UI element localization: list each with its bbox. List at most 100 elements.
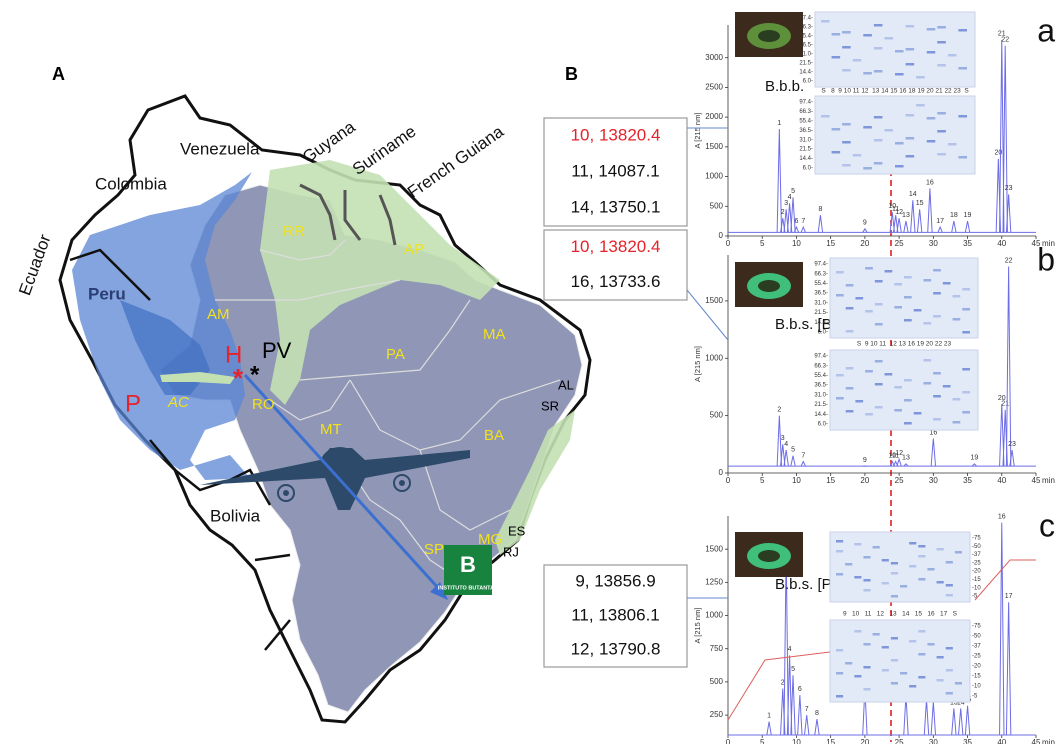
gel-band bbox=[836, 271, 844, 274]
panel-tag: b bbox=[1037, 241, 1055, 277]
gel-marker: -20 bbox=[972, 664, 981, 670]
gel-marker: 36.5- bbox=[814, 291, 828, 297]
gel-band bbox=[927, 643, 934, 646]
mass-value: 16, 13733.6 bbox=[571, 272, 661, 291]
peak-label: 22 bbox=[1005, 257, 1013, 264]
gel-marker: 31.0- bbox=[799, 137, 813, 143]
gel-band bbox=[836, 374, 844, 377]
gel-band bbox=[882, 669, 889, 672]
panel-label: A bbox=[52, 64, 65, 84]
chromatograms: 0500100015002000250030000510152025303540… bbox=[544, 12, 1055, 744]
mass-value: 11, 13806.1 bbox=[571, 605, 660, 624]
y-tick-label: 0 bbox=[719, 231, 724, 240]
x-tick-label: 25 bbox=[895, 738, 904, 744]
y-tick-label: 2000 bbox=[705, 112, 723, 121]
gel-band bbox=[933, 315, 941, 318]
peak-label: 5 bbox=[791, 447, 795, 454]
gel-marker: 14.4- bbox=[799, 156, 813, 162]
x-tick-label: 25 bbox=[895, 239, 904, 248]
gel-band bbox=[937, 26, 946, 29]
gel-marker: 97.4- bbox=[814, 354, 828, 360]
gel-band bbox=[914, 412, 922, 415]
gel-band bbox=[855, 297, 863, 300]
gel-band bbox=[906, 48, 915, 51]
gel-marker: -75 bbox=[972, 624, 981, 630]
peak bbox=[931, 439, 935, 467]
gel-band bbox=[863, 643, 870, 646]
gel-band bbox=[958, 115, 967, 118]
peak-label: 7 bbox=[801, 218, 805, 225]
institute-label: INSTITUTO BUTANTAN bbox=[438, 585, 498, 591]
mass-value: 10, 13820.4 bbox=[571, 237, 661, 256]
gel-band bbox=[946, 692, 953, 695]
gel-band bbox=[874, 47, 883, 50]
y-tick-label: 500 bbox=[710, 411, 724, 420]
y-tick-label: 1000 bbox=[705, 611, 723, 620]
country-label: French Guiana bbox=[404, 122, 507, 202]
x-tick-label: 40 bbox=[997, 738, 1006, 744]
gel-band bbox=[946, 594, 953, 597]
snake-coil bbox=[758, 30, 780, 42]
gel-marker: -15 bbox=[972, 674, 981, 680]
x-tick-label: 15 bbox=[826, 239, 835, 248]
gel-band bbox=[953, 295, 961, 298]
peak-label: 23 bbox=[1008, 441, 1016, 448]
gel-band bbox=[906, 114, 915, 117]
country-label: Venezuela bbox=[180, 139, 260, 158]
site-marker: * bbox=[250, 361, 260, 388]
x-tick-label: 15 bbox=[826, 476, 835, 485]
gel-band bbox=[832, 56, 841, 59]
state-label: AC bbox=[167, 394, 189, 411]
site-label: P bbox=[125, 390, 141, 417]
country-label: Peru bbox=[88, 284, 126, 303]
x-tick-label: 5 bbox=[760, 738, 765, 744]
peak-label: 2 bbox=[777, 406, 781, 413]
gel-marker: 31.0- bbox=[799, 52, 813, 58]
gel-band bbox=[885, 373, 893, 376]
gel-band bbox=[909, 565, 916, 568]
gel-band bbox=[882, 646, 889, 649]
gel-band bbox=[891, 637, 898, 640]
gel-band bbox=[946, 584, 953, 587]
x-tick-label: 5 bbox=[760, 239, 765, 248]
y-tick-label: 1500 bbox=[705, 296, 723, 305]
y-tick-label: 500 bbox=[710, 201, 724, 210]
gel-marker: -37 bbox=[972, 552, 981, 558]
gel-band bbox=[937, 130, 946, 133]
gel-band bbox=[937, 153, 946, 156]
gel-band bbox=[875, 360, 883, 363]
gel-band bbox=[865, 267, 873, 270]
gel-band bbox=[846, 367, 854, 370]
gel-marker: -50 bbox=[972, 634, 981, 640]
mass-value: 10, 13820.4 bbox=[571, 125, 661, 144]
gel-band bbox=[918, 555, 925, 558]
peak-label: 22 bbox=[1001, 37, 1009, 44]
gel-band bbox=[836, 540, 843, 543]
gel-marker: 6.0- bbox=[803, 79, 813, 85]
gel-band bbox=[836, 294, 844, 297]
gel-band bbox=[863, 589, 870, 592]
gel-band bbox=[953, 318, 961, 321]
gel-band bbox=[953, 398, 961, 401]
gel-marker: -50 bbox=[972, 544, 981, 550]
gel-band bbox=[846, 330, 854, 333]
gel-band bbox=[904, 319, 912, 322]
peak bbox=[1000, 523, 1004, 735]
gel-marker: -37 bbox=[972, 644, 981, 650]
x-tick-label: 5 bbox=[760, 476, 765, 485]
gel-band bbox=[962, 391, 970, 394]
y-tick-label: 1500 bbox=[705, 142, 723, 151]
gel-band bbox=[906, 25, 915, 28]
y-tick-label: 2500 bbox=[705, 83, 723, 92]
y-axis-title: A [215 nm] bbox=[693, 608, 702, 644]
gel-band bbox=[895, 50, 904, 53]
state-label: RO bbox=[252, 396, 275, 413]
gel-marker: 66.3- bbox=[814, 363, 828, 369]
y-tick-label: 1250 bbox=[705, 577, 723, 586]
gel-band bbox=[894, 409, 902, 412]
gel-band bbox=[937, 548, 944, 551]
peak-label: 5 bbox=[791, 666, 795, 673]
x-tick-label: 25 bbox=[895, 476, 904, 485]
gel-band bbox=[895, 73, 904, 76]
peak-label: 19 bbox=[964, 212, 972, 219]
